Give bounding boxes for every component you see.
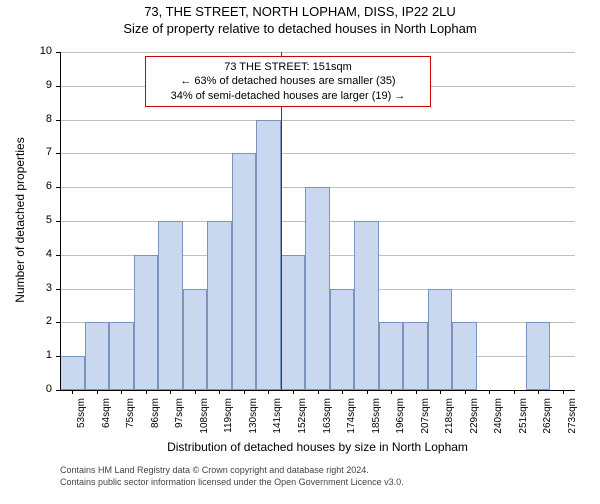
- x-tick-label: 207sqm: [420, 398, 431, 438]
- chart-title: 73, THE STREET, NORTH LOPHAM, DISS, IP22…: [0, 4, 600, 19]
- histogram-bar: [256, 120, 281, 390]
- y-tick-label: 2: [32, 315, 52, 327]
- footer-line1: Contains HM Land Registry data © Crown c…: [60, 465, 404, 477]
- annotation-line1: 73 THE STREET: 151sqm: [154, 60, 422, 74]
- histogram-bar: [134, 255, 159, 390]
- histogram-bar: [109, 322, 134, 390]
- x-tick-label: 152sqm: [297, 398, 308, 438]
- x-tick-label: 97sqm: [174, 398, 185, 438]
- y-tick-label: 6: [32, 180, 52, 192]
- histogram-bar: [428, 289, 453, 390]
- annotation-box: 73 THE STREET: 151sqm ← 63% of detached …: [145, 56, 431, 107]
- y-tick-label: 1: [32, 349, 52, 361]
- histogram-bar: [183, 289, 208, 390]
- histogram-bar: [158, 221, 183, 390]
- x-tick-label: 251sqm: [518, 398, 529, 438]
- histogram-bar: [207, 221, 232, 390]
- x-tick-label: 218sqm: [444, 398, 455, 438]
- histogram-bar: [305, 187, 330, 390]
- footer-line2: Contains public sector information licen…: [60, 477, 404, 489]
- x-tick-label: 86sqm: [150, 398, 161, 438]
- y-tick-label: 10: [32, 45, 52, 57]
- histogram-bar: [379, 322, 404, 390]
- histogram-bar: [281, 255, 306, 390]
- y-axis-label: Number of detached properties: [13, 110, 27, 330]
- x-tick-label: 75sqm: [125, 398, 136, 438]
- x-tick-label: 141sqm: [272, 398, 283, 438]
- y-tick-label: 3: [32, 282, 52, 294]
- gridline: [60, 153, 575, 154]
- y-tick-label: 8: [32, 113, 52, 125]
- x-tick-label: 130sqm: [248, 398, 259, 438]
- annotation-line2: ← 63% of detached houses are smaller (35…: [154, 74, 422, 88]
- x-tick-label: 240sqm: [493, 398, 504, 438]
- chart-container: 73, THE STREET, NORTH LOPHAM, DISS, IP22…: [0, 4, 600, 504]
- x-tick-label: 163sqm: [322, 398, 333, 438]
- x-tick-label: 229sqm: [469, 398, 480, 438]
- annotation-line3: 34% of semi-detached houses are larger (…: [154, 89, 422, 103]
- y-tick-label: 5: [32, 214, 52, 226]
- x-tick-label: 185sqm: [371, 398, 382, 438]
- y-axis-line: [60, 52, 61, 390]
- x-axis-line: [60, 390, 575, 391]
- histogram-bar: [403, 322, 428, 390]
- footer-text: Contains HM Land Registry data © Crown c…: [60, 465, 404, 488]
- histogram-bar: [60, 356, 85, 390]
- x-tick-label: 196sqm: [395, 398, 406, 438]
- histogram-bar: [354, 221, 379, 390]
- histogram-bar: [232, 153, 257, 390]
- x-tick-label: 174sqm: [346, 398, 357, 438]
- x-axis-label: Distribution of detached houses by size …: [60, 440, 575, 454]
- x-tick-label: 119sqm: [223, 398, 234, 438]
- x-tick-label: 108sqm: [199, 398, 210, 438]
- chart-subtitle: Size of property relative to detached ho…: [0, 21, 600, 36]
- x-tick-label: 53sqm: [76, 398, 87, 438]
- histogram-bar: [526, 322, 551, 390]
- x-tick-label: 262sqm: [542, 398, 553, 438]
- gridline: [60, 52, 575, 53]
- histogram-bar: [330, 289, 355, 390]
- x-tick-label: 273sqm: [567, 398, 578, 438]
- y-tick-label: 4: [32, 248, 52, 260]
- histogram-bar: [85, 322, 110, 390]
- y-tick-label: 0: [32, 383, 52, 395]
- y-tick-label: 9: [32, 79, 52, 91]
- gridline: [60, 120, 575, 121]
- histogram-bar: [452, 322, 477, 390]
- y-tick-label: 7: [32, 146, 52, 158]
- x-tick-label: 64sqm: [101, 398, 112, 438]
